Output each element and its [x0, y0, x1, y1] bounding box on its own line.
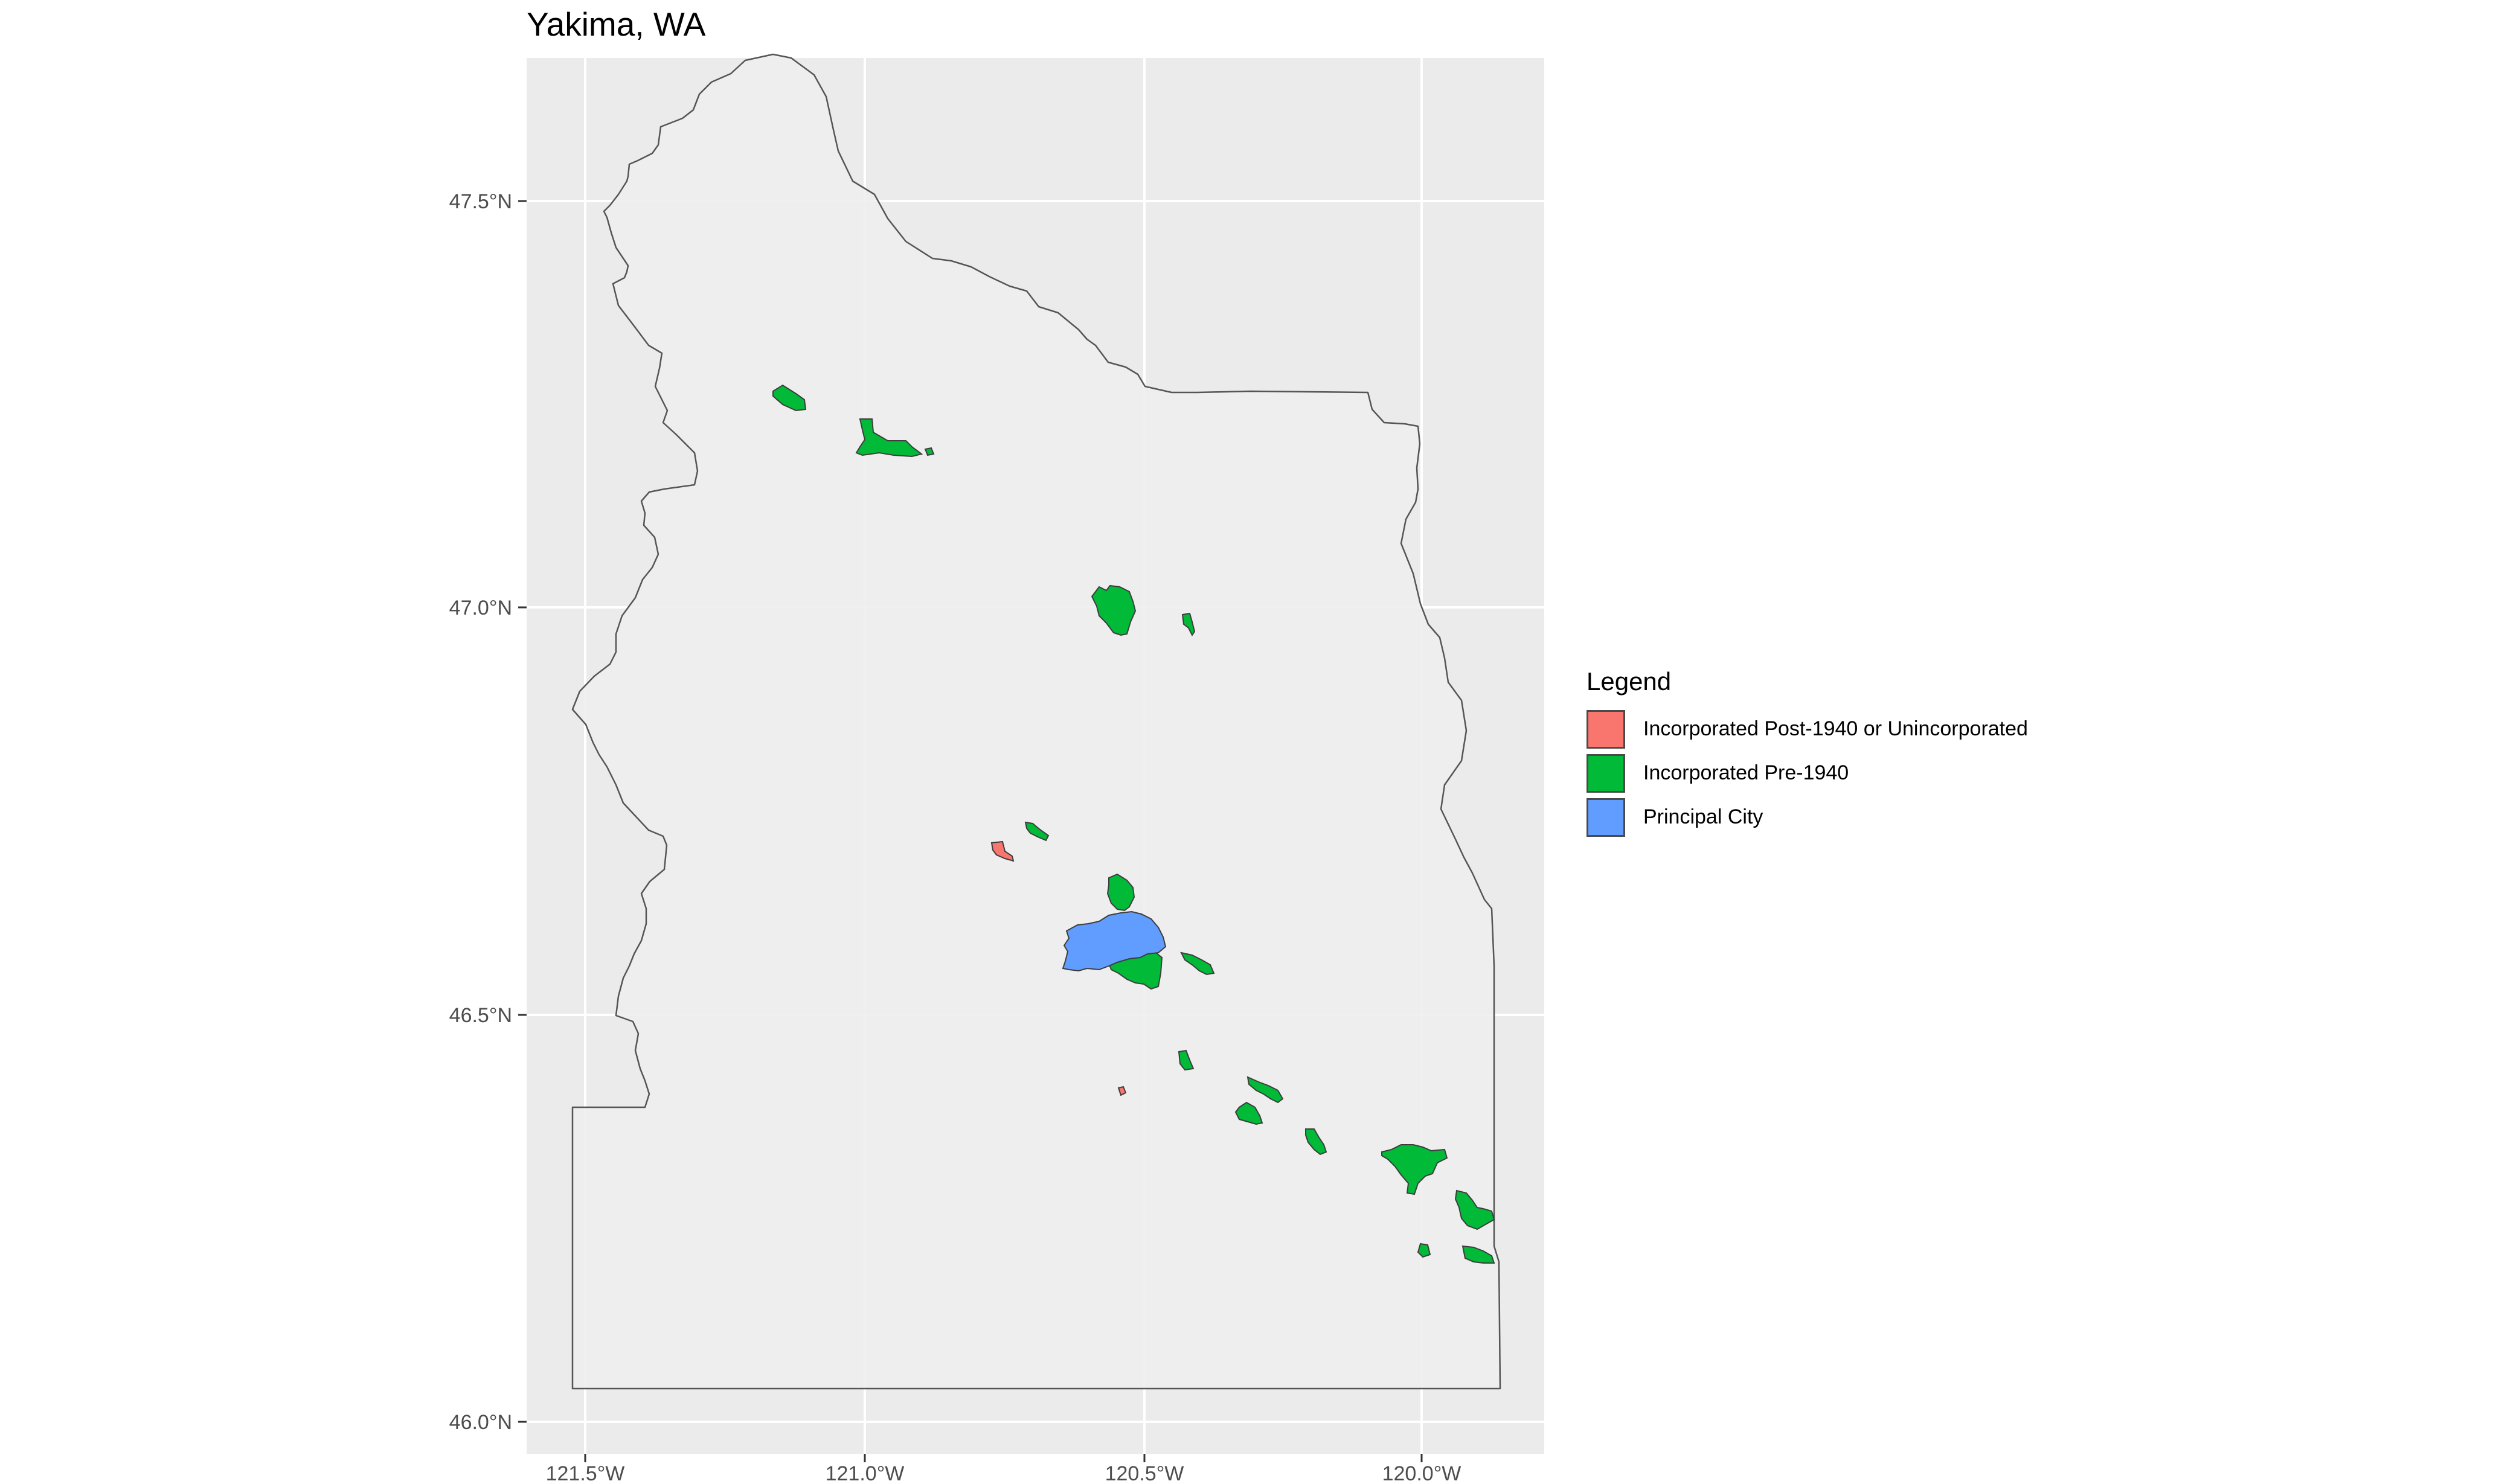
legend-item-principal-city: Principal City [1586, 795, 2028, 839]
pre-1940-areas [772, 384, 1495, 1264]
green-area-north-yakima [1106, 873, 1135, 912]
legend-label: Incorporated Pre-1940 [1643, 761, 1849, 784]
legend-key-blue [1586, 798, 1625, 837]
x-tick-label: 120.5°W [1105, 1462, 1184, 1484]
green-area-central2 [1181, 612, 1196, 636]
legend-title: Legend [1586, 667, 1672, 696]
plot-title: Yakima, WA [527, 5, 706, 43]
x-axis [584, 1454, 1423, 1462]
green-area-nw1 [772, 384, 807, 412]
legend-label: Incorporated Post-1940 or Unincorporated [1643, 717, 2028, 740]
green-area-prosser [1461, 1245, 1495, 1264]
green-area-toppenish [1246, 1076, 1284, 1104]
red-area-tieton [990, 840, 1015, 862]
principal-city-yakima [1062, 910, 1167, 972]
county-boundary [571, 53, 1501, 1390]
legend-key-green [1586, 753, 1625, 793]
red-area-harrah [1117, 1086, 1127, 1096]
post-1940-areas [990, 840, 1127, 1096]
green-area-nw3 [924, 447, 935, 456]
green-area-sunnyside [1381, 1144, 1448, 1195]
green-area-nw2 [855, 418, 923, 458]
green-area-wapato [1178, 1049, 1195, 1071]
x-tick-label: 120.0°W [1382, 1462, 1461, 1484]
y-tick-label: 47.0°N [449, 596, 512, 619]
green-area-moxee [1180, 951, 1215, 976]
green-area-zillah [1234, 1101, 1263, 1125]
legend-label: Principal City [1643, 805, 1763, 828]
y-tick-label: 46.5°N [449, 1004, 512, 1027]
green-area-selah [1024, 821, 1050, 842]
green-area-central1 [1091, 584, 1137, 636]
y-tick-label: 46.0°N [449, 1411, 512, 1434]
legend-item-pre-1940: Incorporated Pre-1940 [1586, 751, 2028, 795]
green-area-mabton [1417, 1243, 1431, 1258]
legend-item-post-1940: Incorporated Post-1940 or Unincorporated [1586, 707, 2028, 751]
green-area-granger [1305, 1128, 1327, 1156]
y-axis [518, 200, 527, 1423]
x-tick-label: 121.5°W [546, 1462, 625, 1484]
legend-key-red [1586, 709, 1625, 749]
x-tick-label: 121.0°W [826, 1462, 905, 1484]
green-area-grandview [1454, 1189, 1495, 1230]
y-tick-label: 47.5°N [449, 190, 512, 213]
legend: Legend Incorporated Post-1940 or Unincor… [1586, 667, 2028, 839]
